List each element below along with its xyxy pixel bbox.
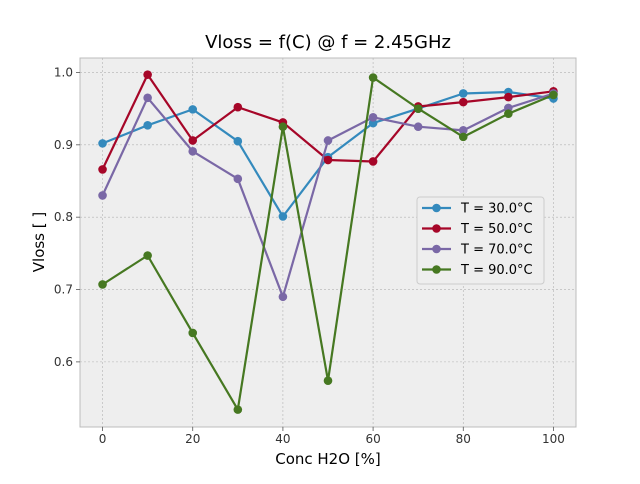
data-point bbox=[188, 147, 198, 156]
legend-items: T = 30.0°C T = 50.0°C T = 70.0°C T = 90.0°C bbox=[422, 202, 533, 278]
data-point bbox=[458, 97, 468, 107]
data-point bbox=[233, 174, 243, 184]
data-point bbox=[413, 122, 423, 132]
x-axis-label: Conc H2O [%] bbox=[275, 450, 381, 468]
series-4 bbox=[98, 73, 558, 414]
legend-marker bbox=[432, 244, 441, 254]
x-tick-label: 100 bbox=[542, 432, 565, 446]
series-group bbox=[98, 70, 558, 414]
legend-item: T = 30.0°C bbox=[422, 202, 533, 217]
legend: T = 30.0°C T = 50.0°C T = 70.0°C T = 90.0°C bbox=[416, 196, 545, 285]
data-point bbox=[188, 105, 198, 114]
data-point bbox=[188, 136, 198, 145]
legend-marker bbox=[432, 265, 441, 274]
axis-ticks: 0 20 40 60 80 100 0.6 0.7 0.8 0.9 1.0 bbox=[54, 65, 565, 446]
y-tick-label: 0.9 bbox=[54, 138, 73, 152]
data-point bbox=[233, 405, 243, 414]
legend-marker bbox=[432, 203, 441, 213]
data-point bbox=[98, 165, 107, 174]
legend-marker bbox=[432, 224, 441, 233]
data-point bbox=[143, 251, 152, 260]
data-point bbox=[458, 126, 468, 135]
x-tick-label: 20 bbox=[185, 432, 200, 446]
legend-label: T = 50.0°C bbox=[460, 222, 533, 237]
legend-item: T = 70.0°C bbox=[422, 243, 533, 258]
x-tick-label: 0 bbox=[99, 432, 107, 446]
data-point bbox=[98, 280, 107, 289]
legend-box bbox=[416, 196, 545, 285]
data-point bbox=[323, 136, 333, 145]
data-point bbox=[368, 113, 378, 122]
data-point bbox=[143, 70, 152, 79]
chart-title: Vloss = f(C) @ f = 2.45GHz bbox=[205, 32, 451, 53]
data-point bbox=[323, 155, 333, 165]
data-point bbox=[413, 104, 423, 113]
data-point bbox=[458, 132, 468, 142]
data-point bbox=[233, 102, 243, 112]
x-tick-label: 60 bbox=[365, 432, 380, 446]
series-2 bbox=[98, 70, 558, 174]
data-point bbox=[368, 73, 378, 82]
data-point bbox=[278, 292, 288, 302]
data-point bbox=[143, 120, 152, 130]
y-tick-label: 1.0 bbox=[54, 65, 73, 79]
legend-item: T = 50.0°C bbox=[422, 222, 533, 237]
data-point bbox=[188, 328, 198, 338]
data-point bbox=[143, 93, 152, 103]
data-point bbox=[278, 122, 288, 132]
data-point bbox=[504, 92, 513, 102]
x-tick-label: 80 bbox=[456, 432, 471, 446]
y-tick-label: 0.6 bbox=[54, 355, 73, 369]
data-point bbox=[278, 212, 288, 221]
legend-label: T = 30.0°C bbox=[460, 202, 533, 217]
legend-label: T = 70.0°C bbox=[460, 243, 533, 258]
data-point bbox=[233, 136, 243, 146]
y-tick-label: 0.8 bbox=[54, 210, 73, 224]
legend-label: T = 90.0°C bbox=[460, 263, 533, 278]
data-point bbox=[323, 376, 333, 385]
y-tick-label: 0.7 bbox=[54, 283, 73, 297]
y-axis-label: Vloss [ ] bbox=[30, 212, 48, 272]
data-point bbox=[98, 191, 107, 200]
data-point bbox=[458, 89, 468, 98]
data-point bbox=[98, 139, 107, 148]
x-tick-label: 40 bbox=[275, 432, 290, 446]
data-point bbox=[504, 109, 513, 119]
data-point bbox=[368, 157, 378, 166]
data-point bbox=[549, 90, 558, 100]
legend-item: T = 90.0°C bbox=[422, 263, 533, 278]
